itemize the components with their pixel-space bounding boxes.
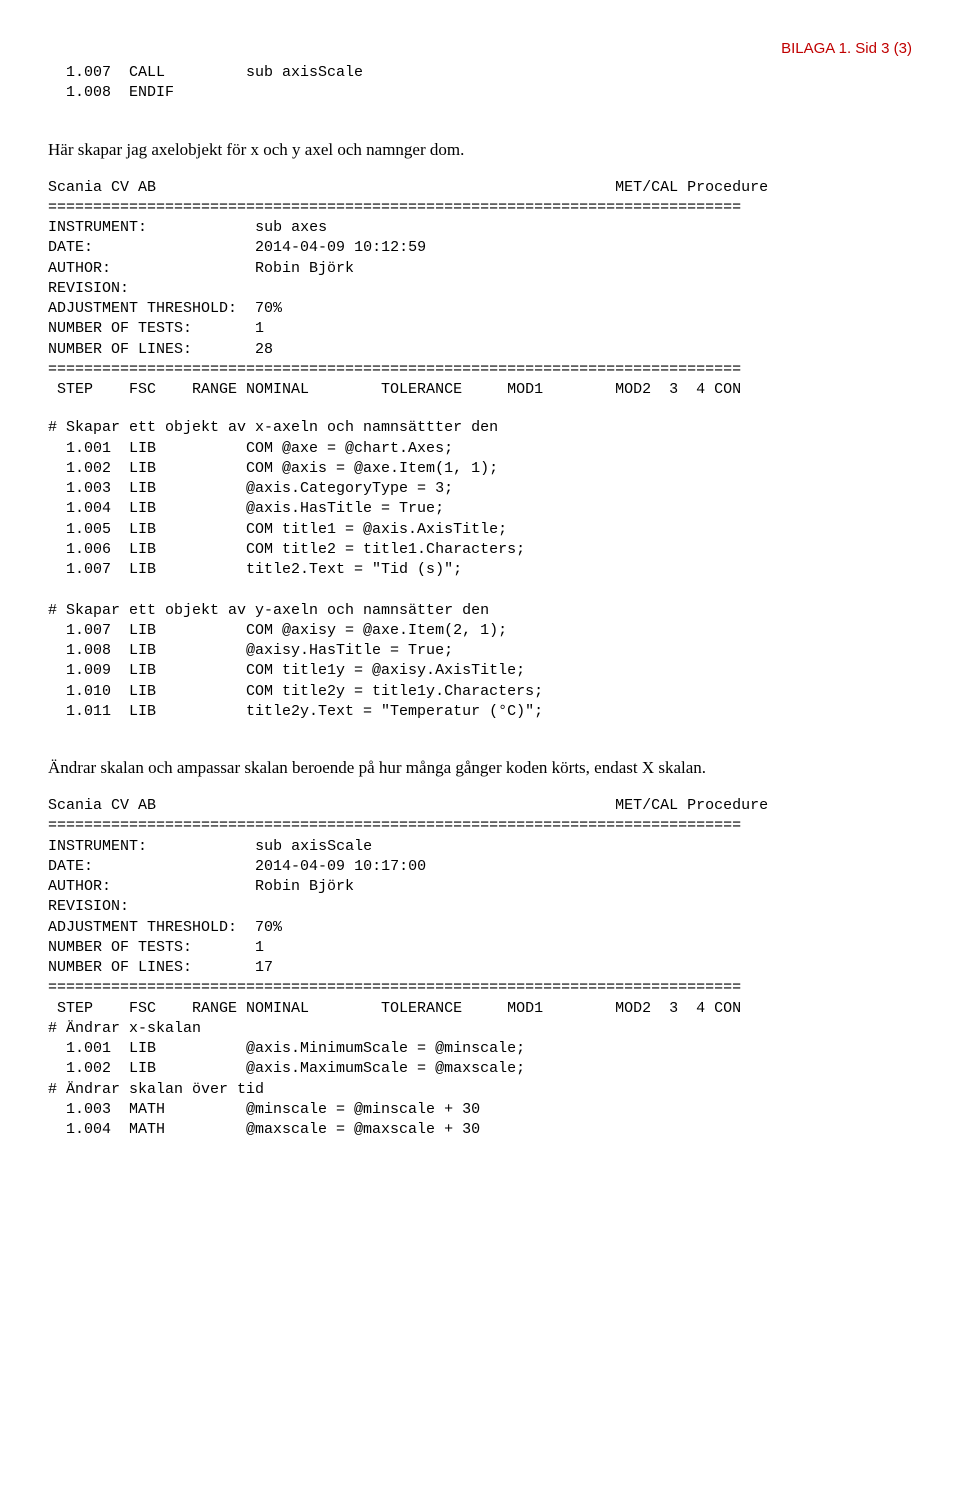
meta-label: INSTRUMENT: [48,219,147,236]
meta-value: 28 [255,341,273,358]
code-line: 1.001 LIB @axis.MinimumScale = @minscale… [48,1040,525,1057]
meta-block-2: Scania CV AB MET/CAL Procedure =========… [48,796,912,1140]
meta-value: 1 [255,320,264,337]
meta-value: Robin Björk [255,260,354,277]
meta-left: Scania CV AB [48,179,156,196]
meta-label: ADJUSTMENT THRESHOLD: [48,919,237,936]
prose-2: Ändrar skalan och ampassar skalan beroen… [48,758,912,778]
code-line: 1.007 CALL sub axisScale [48,64,363,81]
code-line: 1.008 LIB @axisy.HasTitle = True; [48,642,453,659]
meta-right: MET/CAL Procedure [615,179,768,196]
meta-label: DATE: [48,239,93,256]
meta-left: Scania CV AB [48,797,156,814]
column-header: STEP FSC RANGE NOMINAL TOLERANCE MOD1 MO… [48,1000,741,1017]
meta-value: 70% [255,300,282,317]
code-comment: # Ändrar x-skalan [48,1020,201,1037]
meta-label: NUMBER OF LINES: [48,341,192,358]
meta-value: sub axisScale [255,838,372,855]
meta-value: 2014-04-09 10:17:00 [255,858,426,875]
meta-sep: ========================================… [48,361,741,378]
code-block-b: # Skapar ett objekt av x-axeln och namns… [48,418,912,722]
meta-value: sub axes [255,219,327,236]
code-line: 1.002 LIB COM @axis = @axe.Item(1, 1); [48,460,498,477]
meta-label: REVISION: [48,898,129,915]
code-line: 1.001 LIB COM @axe = @chart.Axes; [48,440,453,457]
meta-label: NUMBER OF LINES: [48,959,192,976]
code-line: 1.010 LIB COM title2y = title1y.Characte… [48,683,543,700]
code-line: 1.011 LIB title2y.Text = "Temperatur (°C… [48,703,543,720]
meta-label: INSTRUMENT: [48,838,147,855]
column-header: STEP FSC RANGE NOMINAL TOLERANCE MOD1 MO… [48,381,741,398]
meta-label: ADJUSTMENT THRESHOLD: [48,300,237,317]
meta-value: 17 [255,959,273,976]
meta-sep: ========================================… [48,199,741,216]
page-marker: BILAGA 1. Sid 3 (3) [48,40,912,57]
code-line: 1.009 LIB COM title1y = @axisy.AxisTitle… [48,662,525,679]
meta-value: 2014-04-09 10:12:59 [255,239,426,256]
code-line: 1.005 LIB COM title1 = @axis.AxisTitle; [48,521,507,538]
meta-label: REVISION: [48,280,129,297]
code-comment: # Skapar ett objekt av y-axeln och namns… [48,602,489,619]
code-comment: # Ändrar skalan över tid [48,1081,264,1098]
code-line: 1.004 MATH @maxscale = @maxscale + 30 [48,1121,480,1138]
code-line: 1.003 MATH @minscale = @minscale + 30 [48,1101,480,1118]
meta-block-1: Scania CV AB MET/CAL Procedure =========… [48,178,912,401]
code-comment: # Skapar ett objekt av x-axeln och namns… [48,419,498,436]
code-line: 1.007 LIB title2.Text = "Tid (s)"; [48,561,462,578]
code-line: 1.004 LIB @axis.HasTitle = True; [48,500,444,517]
meta-value: Robin Björk [255,878,354,895]
meta-label: AUTHOR: [48,260,111,277]
meta-label: DATE: [48,858,93,875]
code-line: 1.006 LIB COM title2 = title1.Characters… [48,541,525,558]
code-line: 1.008 ENDIF [48,84,174,101]
meta-value: 1 [255,939,264,956]
meta-sep: ========================================… [48,979,741,996]
prose-1: Här skapar jag axelobjekt för x och y ax… [48,140,912,160]
code-line: 1.007 LIB COM @axisy = @axe.Item(2, 1); [48,622,507,639]
meta-label: NUMBER OF TESTS: [48,320,192,337]
meta-value: 70% [255,919,282,936]
meta-label: AUTHOR: [48,878,111,895]
code-line: 1.002 LIB @axis.MaximumScale = @maxscale… [48,1060,525,1077]
meta-sep: ========================================… [48,817,741,834]
code-block-a: 1.007 CALL sub axisScale 1.008 ENDIF [48,63,912,104]
meta-label: NUMBER OF TESTS: [48,939,192,956]
code-line: 1.003 LIB @axis.CategoryType = 3; [48,480,453,497]
meta-right: MET/CAL Procedure [615,797,768,814]
